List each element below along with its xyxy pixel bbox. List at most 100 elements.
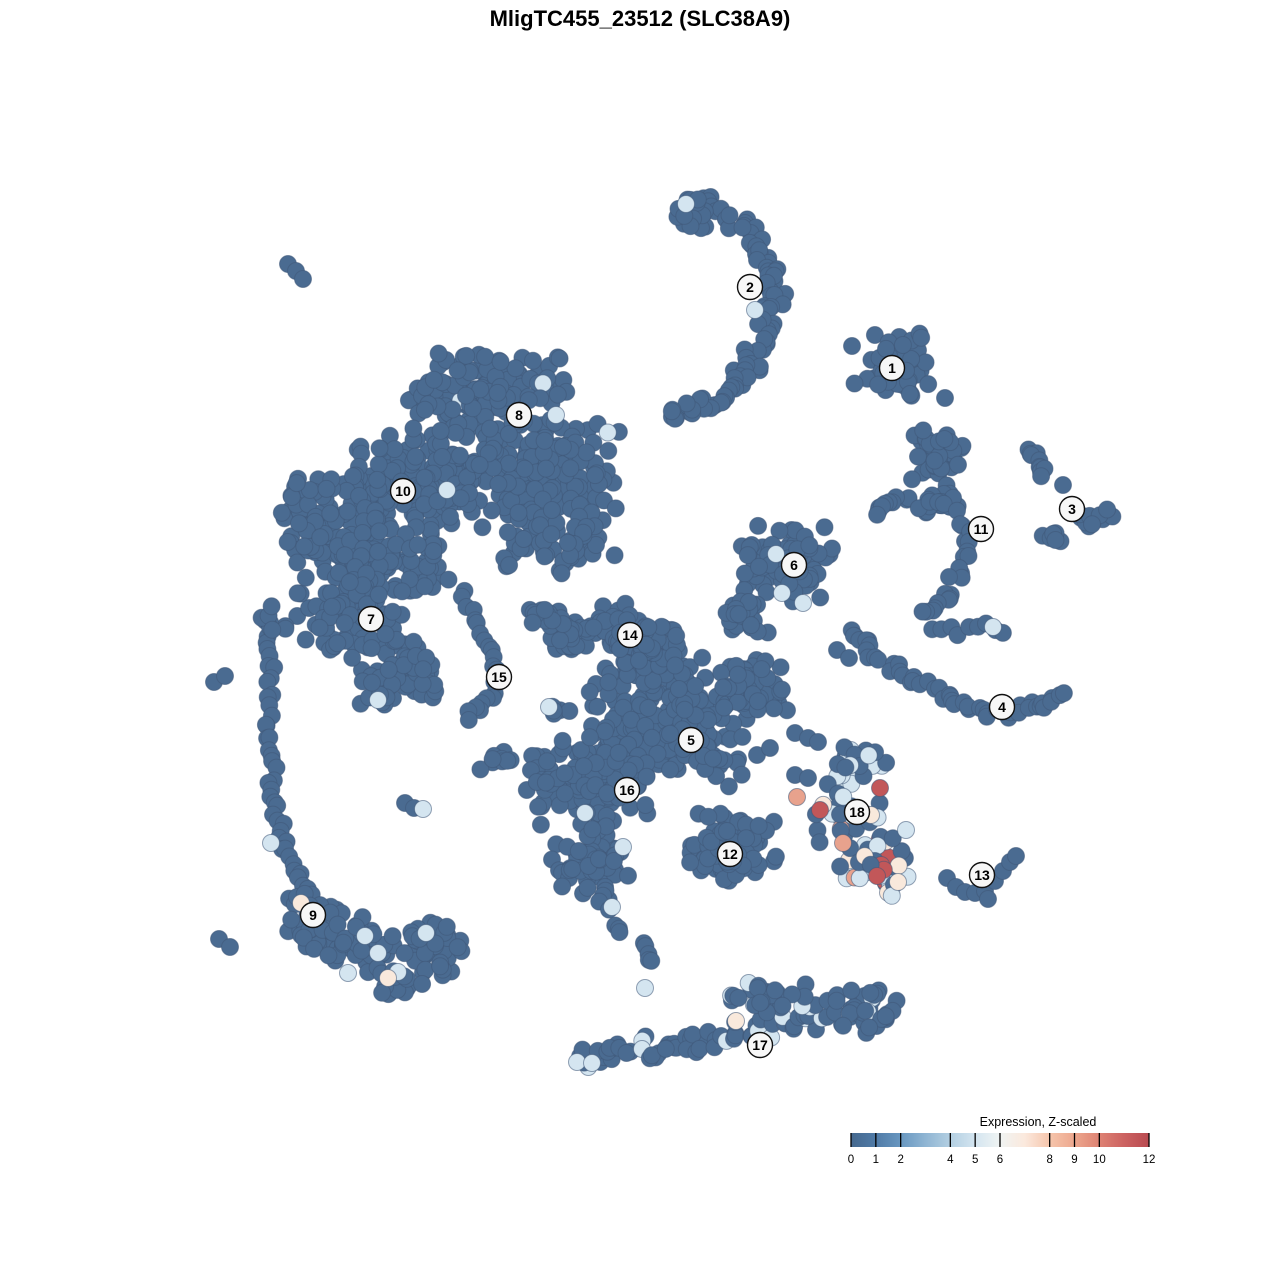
cell-point [919, 375, 938, 394]
cell-point [603, 898, 621, 916]
cell-point [1046, 531, 1065, 549]
cell-point [339, 964, 357, 982]
cell-point [583, 820, 602, 839]
cell-point [443, 400, 462, 419]
cell-point [536, 773, 555, 792]
cluster-label-4: 4 [988, 693, 1016, 721]
cell-point [363, 673, 381, 692]
cell-point [836, 758, 855, 777]
cell-point [370, 522, 389, 541]
cell-point [595, 722, 614, 741]
cell-point [457, 386, 475, 405]
cell-point [523, 613, 542, 632]
cell-point [424, 370, 443, 389]
cell-point [1054, 476, 1072, 494]
cell-point [537, 459, 555, 478]
cell-point [499, 454, 518, 473]
cell-point [580, 728, 599, 747]
legend-tick-label: 12 [1143, 1154, 1156, 1166]
cell-point [639, 699, 658, 717]
cluster-label-circle [967, 515, 995, 543]
cluster-label-10: 10 [389, 477, 417, 505]
cell-point [555, 784, 574, 803]
cell-point [746, 301, 764, 319]
cell-point [877, 753, 896, 772]
cell-point [417, 924, 435, 942]
cell-point [500, 556, 519, 575]
cell-point [553, 437, 572, 456]
cell-point [749, 516, 768, 535]
cell-point [661, 760, 680, 779]
cell-point [617, 1044, 636, 1062]
cell-point [738, 546, 757, 565]
cell-point [729, 988, 748, 1007]
cell-point [583, 1054, 601, 1072]
cell-point [431, 957, 450, 976]
cell-point [809, 733, 827, 751]
cell-point [441, 507, 460, 526]
cell-point [728, 665, 747, 684]
cell-point [742, 616, 760, 635]
cell-point [834, 787, 853, 806]
cell-point [749, 816, 768, 835]
legend-tick-label: 1 [873, 1154, 879, 1166]
cell-point [574, 757, 593, 776]
cell-point [860, 1018, 879, 1037]
cell-point [459, 711, 478, 729]
page-title: MligTC455_23512 (SLC38A9) [490, 6, 791, 31]
cell-point [369, 455, 388, 474]
cluster-label-14: 14 [616, 621, 644, 649]
cell-point [614, 838, 632, 856]
cell-point [311, 528, 330, 547]
cell-point [415, 400, 434, 419]
cell-point [889, 873, 907, 891]
cell-point [599, 673, 618, 692]
cell-point [856, 1001, 875, 1020]
cluster-label-13: 13 [968, 861, 996, 889]
cell-point [845, 374, 864, 393]
cell-point [569, 842, 588, 860]
cell-point [498, 523, 517, 542]
cell-point [547, 406, 565, 424]
cell-point [262, 834, 280, 852]
cell-point [553, 877, 572, 896]
cluster-label-circle [780, 551, 808, 579]
cell-point [317, 479, 336, 498]
cluster-label-5: 5 [677, 726, 705, 754]
cell-point [800, 536, 819, 555]
cluster-label-circle [736, 273, 764, 301]
cell-point [636, 979, 654, 997]
cell-point [343, 648, 362, 667]
cell-point [356, 927, 374, 945]
legend-tick-label: 4 [947, 1154, 954, 1166]
cell-point [704, 749, 722, 768]
cell-point [764, 699, 783, 718]
cell-point [561, 459, 580, 478]
cell-point [889, 856, 908, 875]
cluster-label-number: 12 [722, 846, 738, 862]
cell-point [576, 804, 594, 822]
legend-tick-label: 6 [997, 1154, 1003, 1166]
cell-point [1054, 684, 1073, 703]
cell-point [598, 423, 617, 442]
cell-point [914, 421, 933, 440]
cell-point [473, 518, 492, 537]
cell-point [893, 336, 912, 354]
cell-point [636, 796, 655, 814]
cell-point [637, 767, 656, 786]
cell-point [482, 501, 501, 520]
cell-point [900, 385, 919, 403]
legend-title: Expression, Z-scaled [980, 1115, 1097, 1129]
cell-point [662, 402, 681, 421]
cluster-label-circle [968, 861, 996, 889]
cluster-label-circle [677, 726, 705, 754]
cluster-label-circle [716, 840, 744, 868]
cell-point [714, 678, 733, 697]
cell-point [551, 631, 569, 650]
cell-point [328, 915, 347, 934]
cluster-label-number: 6 [790, 557, 798, 573]
cell-point [604, 852, 623, 870]
cell-point [221, 938, 239, 956]
cell-point [586, 466, 605, 485]
